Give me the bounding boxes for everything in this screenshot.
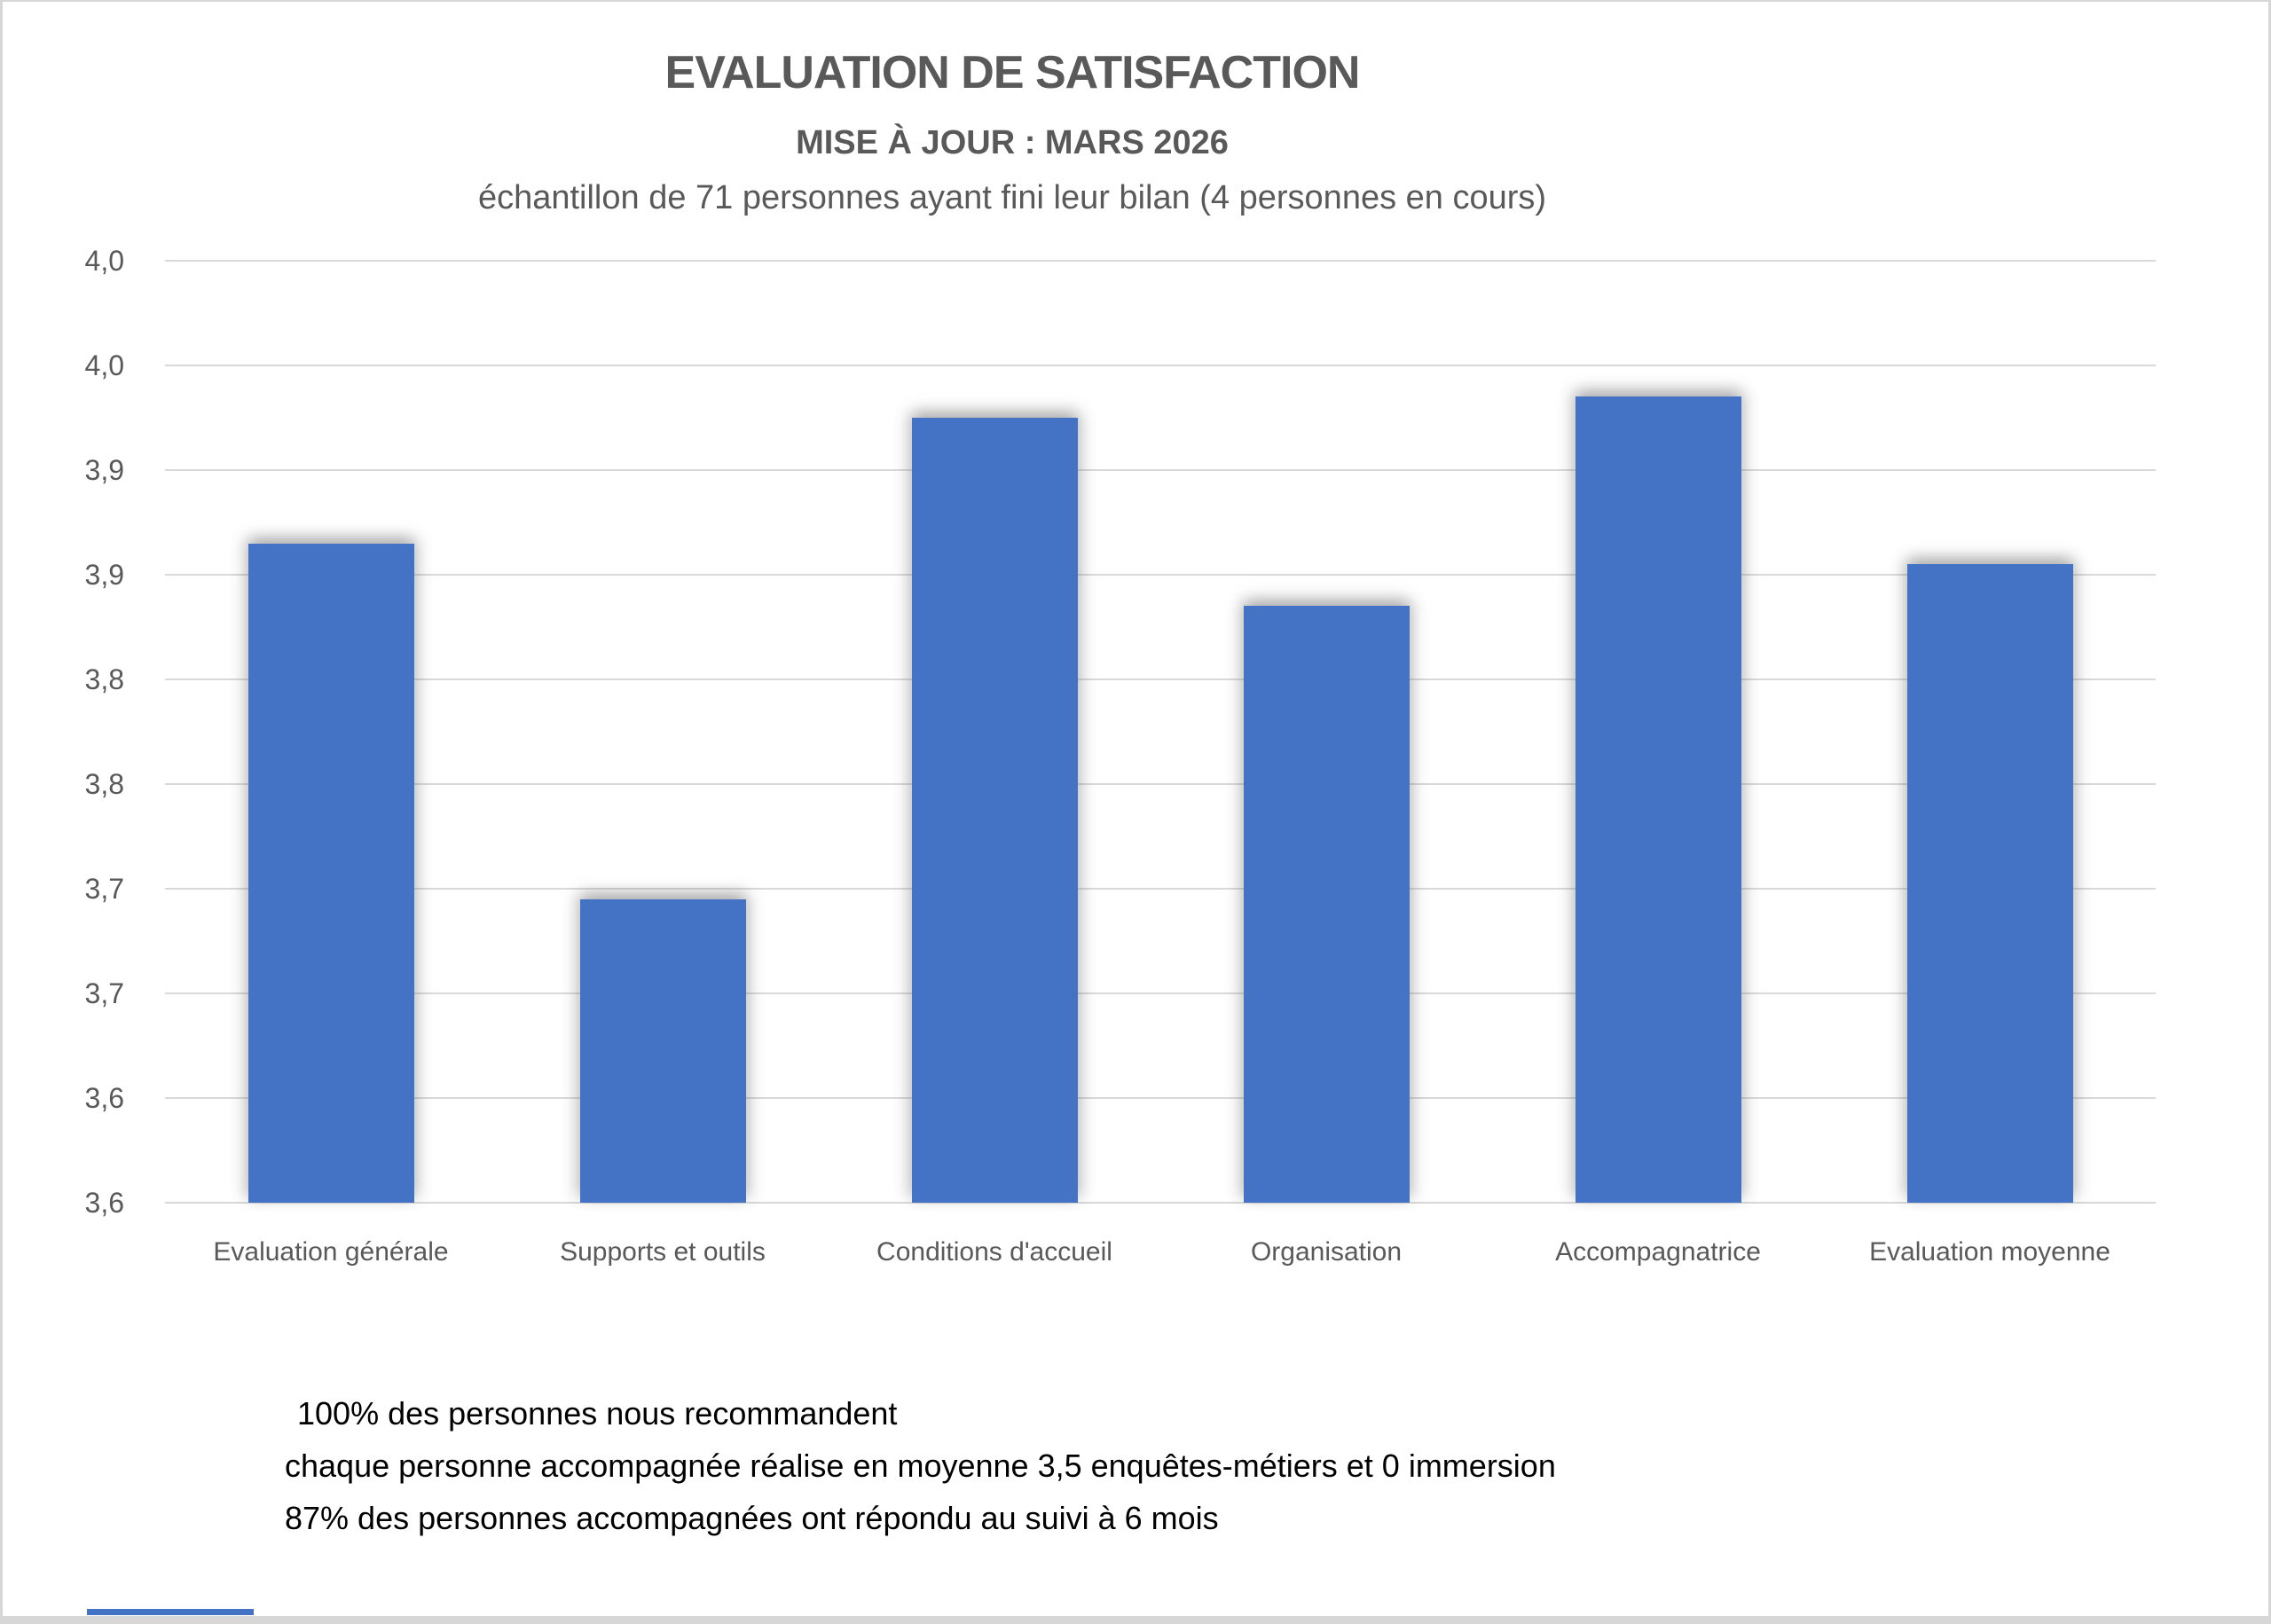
category-label: Evaluation moyenne [1869, 1237, 2110, 1267]
note-line: chaque personne accompagnée réalise en m… [285, 1447, 1556, 1484]
gridline [165, 679, 2156, 680]
gridline [165, 992, 2156, 994]
y-axis-label: 3,8 [84, 663, 124, 695]
bar [1243, 606, 1410, 1203]
category-label: Supports et outils [560, 1237, 766, 1267]
plot-area [165, 260, 2156, 1204]
gridline [165, 783, 2156, 785]
gridline [165, 469, 2156, 471]
gridline [165, 1202, 2156, 1204]
chart-caption: échantillon de 71 personnes ayant fini l… [477, 179, 1547, 216]
chart-title: EVALUATION DE SATISFACTION [664, 47, 1361, 98]
category-label: Organisation [1250, 1237, 1403, 1267]
y-axis: 4,0 4,0 3,9 3,9 3,8 3,8 3,7 3,7 3,6 3,6 [20, 245, 136, 1219]
category-label: Accompagnatrice [1555, 1237, 1761, 1267]
category-label: Conditions d'accueil [876, 1237, 1112, 1267]
bar [911, 418, 1078, 1203]
y-axis-label: 3,7 [84, 873, 124, 905]
gridline [165, 888, 2156, 890]
y-axis-label: 4,0 [84, 245, 124, 277]
y-axis-label: 4,0 [84, 349, 124, 381]
bar [579, 899, 746, 1203]
gridline [165, 260, 2156, 262]
y-axis-label: 3,8 [84, 768, 124, 800]
bar [248, 544, 414, 1203]
gridline [165, 1097, 2156, 1099]
gridline [165, 574, 2156, 576]
bar [1575, 396, 1741, 1203]
y-axis-label: 3,7 [84, 977, 124, 1009]
bar [1906, 564, 2073, 1203]
category-label: Evaluation générale [213, 1237, 449, 1267]
y-axis-label: 3,6 [84, 1187, 124, 1219]
chart-subtitle: MISE À JOUR : MARS 2026 [796, 124, 1229, 161]
note-line: 87% des personnes accompagnées ont répon… [285, 1500, 1219, 1536]
y-axis-label: 3,9 [84, 559, 124, 591]
x-axis: Evaluation générale Supports et outils Con… [165, 1233, 2156, 1272]
y-axis-label: 3,9 [84, 454, 124, 486]
note-line: 100% des personnes nous recommandent [297, 1395, 898, 1432]
notes: 100% des personnes nous recommandent cha… [285, 1387, 2059, 1544]
accent-bar [87, 1609, 254, 1615]
gridline [165, 365, 2156, 366]
y-axis-label: 3,6 [84, 1082, 124, 1114]
